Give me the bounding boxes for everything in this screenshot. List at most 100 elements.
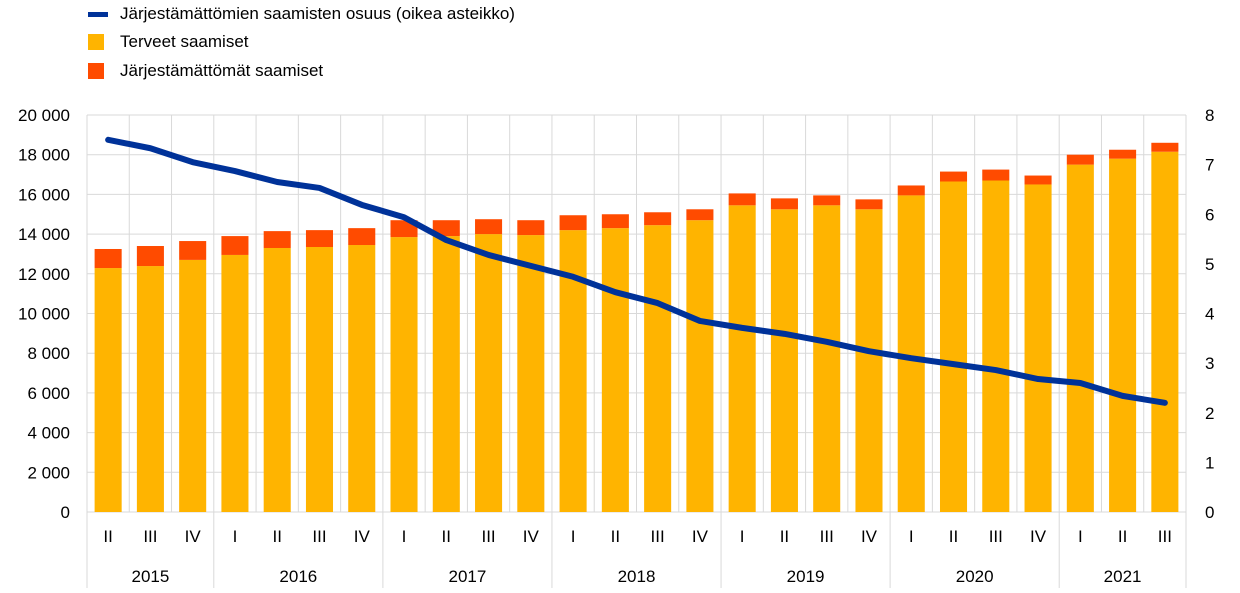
bar-npl	[348, 228, 376, 246]
bar-npl	[559, 215, 587, 231]
bar-healthy	[728, 205, 756, 512]
bar-healthy	[1066, 164, 1094, 512]
year-label: 2018	[618, 567, 656, 586]
x-tick-label: III	[312, 527, 326, 546]
bar-npl	[1066, 154, 1094, 165]
y-tick-label-left: 0	[61, 503, 70, 522]
bar-healthy	[1151, 151, 1179, 512]
y-tick-label-right: 5	[1205, 255, 1214, 274]
x-tick-label: I	[1078, 527, 1083, 546]
bar-healthy	[136, 266, 164, 512]
bar-healthy	[601, 228, 629, 512]
bar-npl	[982, 169, 1010, 181]
x-tick-label: I	[740, 527, 745, 546]
x-tick-label: II	[780, 527, 789, 546]
x-tick-label: II	[949, 527, 958, 546]
bar-npl	[770, 198, 798, 210]
year-label: 2017	[449, 567, 487, 586]
bar-healthy	[982, 180, 1010, 512]
bar-npl	[390, 220, 418, 238]
bar-npl	[939, 171, 968, 182]
x-tick-label: II	[272, 527, 281, 546]
x-tick-label: IV	[523, 527, 540, 546]
bar-healthy	[179, 259, 207, 512]
bar-npl	[855, 199, 883, 210]
year-label: 2015	[131, 567, 169, 586]
bar-healthy	[94, 268, 122, 512]
x-tick-label: IV	[185, 527, 202, 546]
x-tick-label: II	[103, 527, 112, 546]
x-tick-label: III	[651, 527, 665, 546]
bar-healthy	[263, 247, 291, 512]
bar-healthy	[221, 254, 249, 512]
bar-npl	[94, 248, 122, 269]
bar-npl	[1151, 142, 1179, 152]
x-tick-label: III	[143, 527, 157, 546]
year-label: 2019	[787, 567, 825, 586]
bar-healthy	[305, 247, 334, 512]
x-tick-label: II	[1118, 527, 1127, 546]
x-tick-label: IV	[692, 527, 709, 546]
x-tick-label: II	[611, 527, 620, 546]
y-tick-label-left: 4 000	[27, 424, 70, 443]
x-tick-label: II	[442, 527, 451, 546]
x-tick-label: IV	[861, 527, 878, 546]
legend-item-npl: Järjestämättömät saamiset	[88, 61, 323, 81]
bar-npl	[179, 241, 207, 260]
legend-label: Terveet saamiset	[120, 32, 249, 51]
x-tick-label: I	[233, 527, 238, 546]
bar-npl	[517, 220, 545, 236]
bar-npl	[432, 220, 460, 237]
bar-healthy	[1024, 184, 1052, 512]
bar-healthy	[644, 225, 672, 513]
legend-label: Järjestämättömät saamiset	[120, 61, 324, 80]
y-tick-label-left: 16 000	[18, 185, 70, 204]
y-tick-label-right: 4	[1205, 305, 1214, 324]
bar-npl	[221, 236, 249, 255]
y-tick-label-right: 1	[1205, 453, 1214, 472]
bar-npl	[136, 246, 164, 267]
bar-healthy	[432, 236, 460, 512]
legend-line-swatch	[88, 11, 108, 17]
bar-healthy	[939, 181, 968, 512]
y-tick-label-left: 8 000	[27, 344, 70, 363]
bar-npl	[686, 209, 714, 221]
legend-bar-swatch	[88, 63, 104, 79]
x-tick-label: IV	[354, 527, 371, 546]
y-tick-label-left: 14 000	[18, 225, 70, 244]
bar-npl	[813, 195, 841, 206]
y-tick-label-left: 6 000	[27, 384, 70, 403]
bar-npl	[644, 212, 672, 226]
bar-npl	[475, 219, 503, 235]
bar-healthy	[475, 234, 503, 512]
x-tick-label: III	[1158, 527, 1172, 546]
y-tick-label-right: 3	[1205, 354, 1214, 373]
line-npl-ratio	[105, 136, 1168, 406]
bar-healthy	[348, 245, 376, 512]
x-tick-label: III	[820, 527, 834, 546]
legend-item-healthy: Terveet saamiset	[88, 32, 249, 52]
y-tick-label-left: 2 000	[27, 463, 70, 482]
y-tick-label-right: 0	[1205, 503, 1214, 522]
bar-npl	[897, 185, 925, 196]
legend-label: Järjestämättömien saamisten osuus (oikea…	[120, 4, 515, 23]
y-tick-label-right: 6	[1205, 205, 1214, 224]
year-label: 2020	[956, 567, 994, 586]
y-tick-label-left: 10 000	[18, 305, 70, 324]
y-tick-label-left: 18 000	[18, 146, 70, 165]
x-tick-label: I	[909, 527, 914, 546]
y-tick-label-left: 20 000	[18, 106, 70, 125]
bar-healthy	[686, 220, 714, 512]
bar-healthy	[390, 237, 418, 512]
y-tick-label-right: 2	[1205, 404, 1214, 423]
x-tick-label: III	[989, 527, 1003, 546]
year-label: 2016	[279, 567, 317, 586]
x-tick-label: IV	[1030, 527, 1047, 546]
y-tick-label-right: 8	[1205, 106, 1214, 125]
bar-healthy	[813, 205, 841, 512]
bar-healthy	[855, 209, 883, 512]
bar-healthy	[1109, 158, 1137, 513]
bar-npl	[728, 193, 756, 206]
year-label: 2021	[1104, 567, 1142, 586]
